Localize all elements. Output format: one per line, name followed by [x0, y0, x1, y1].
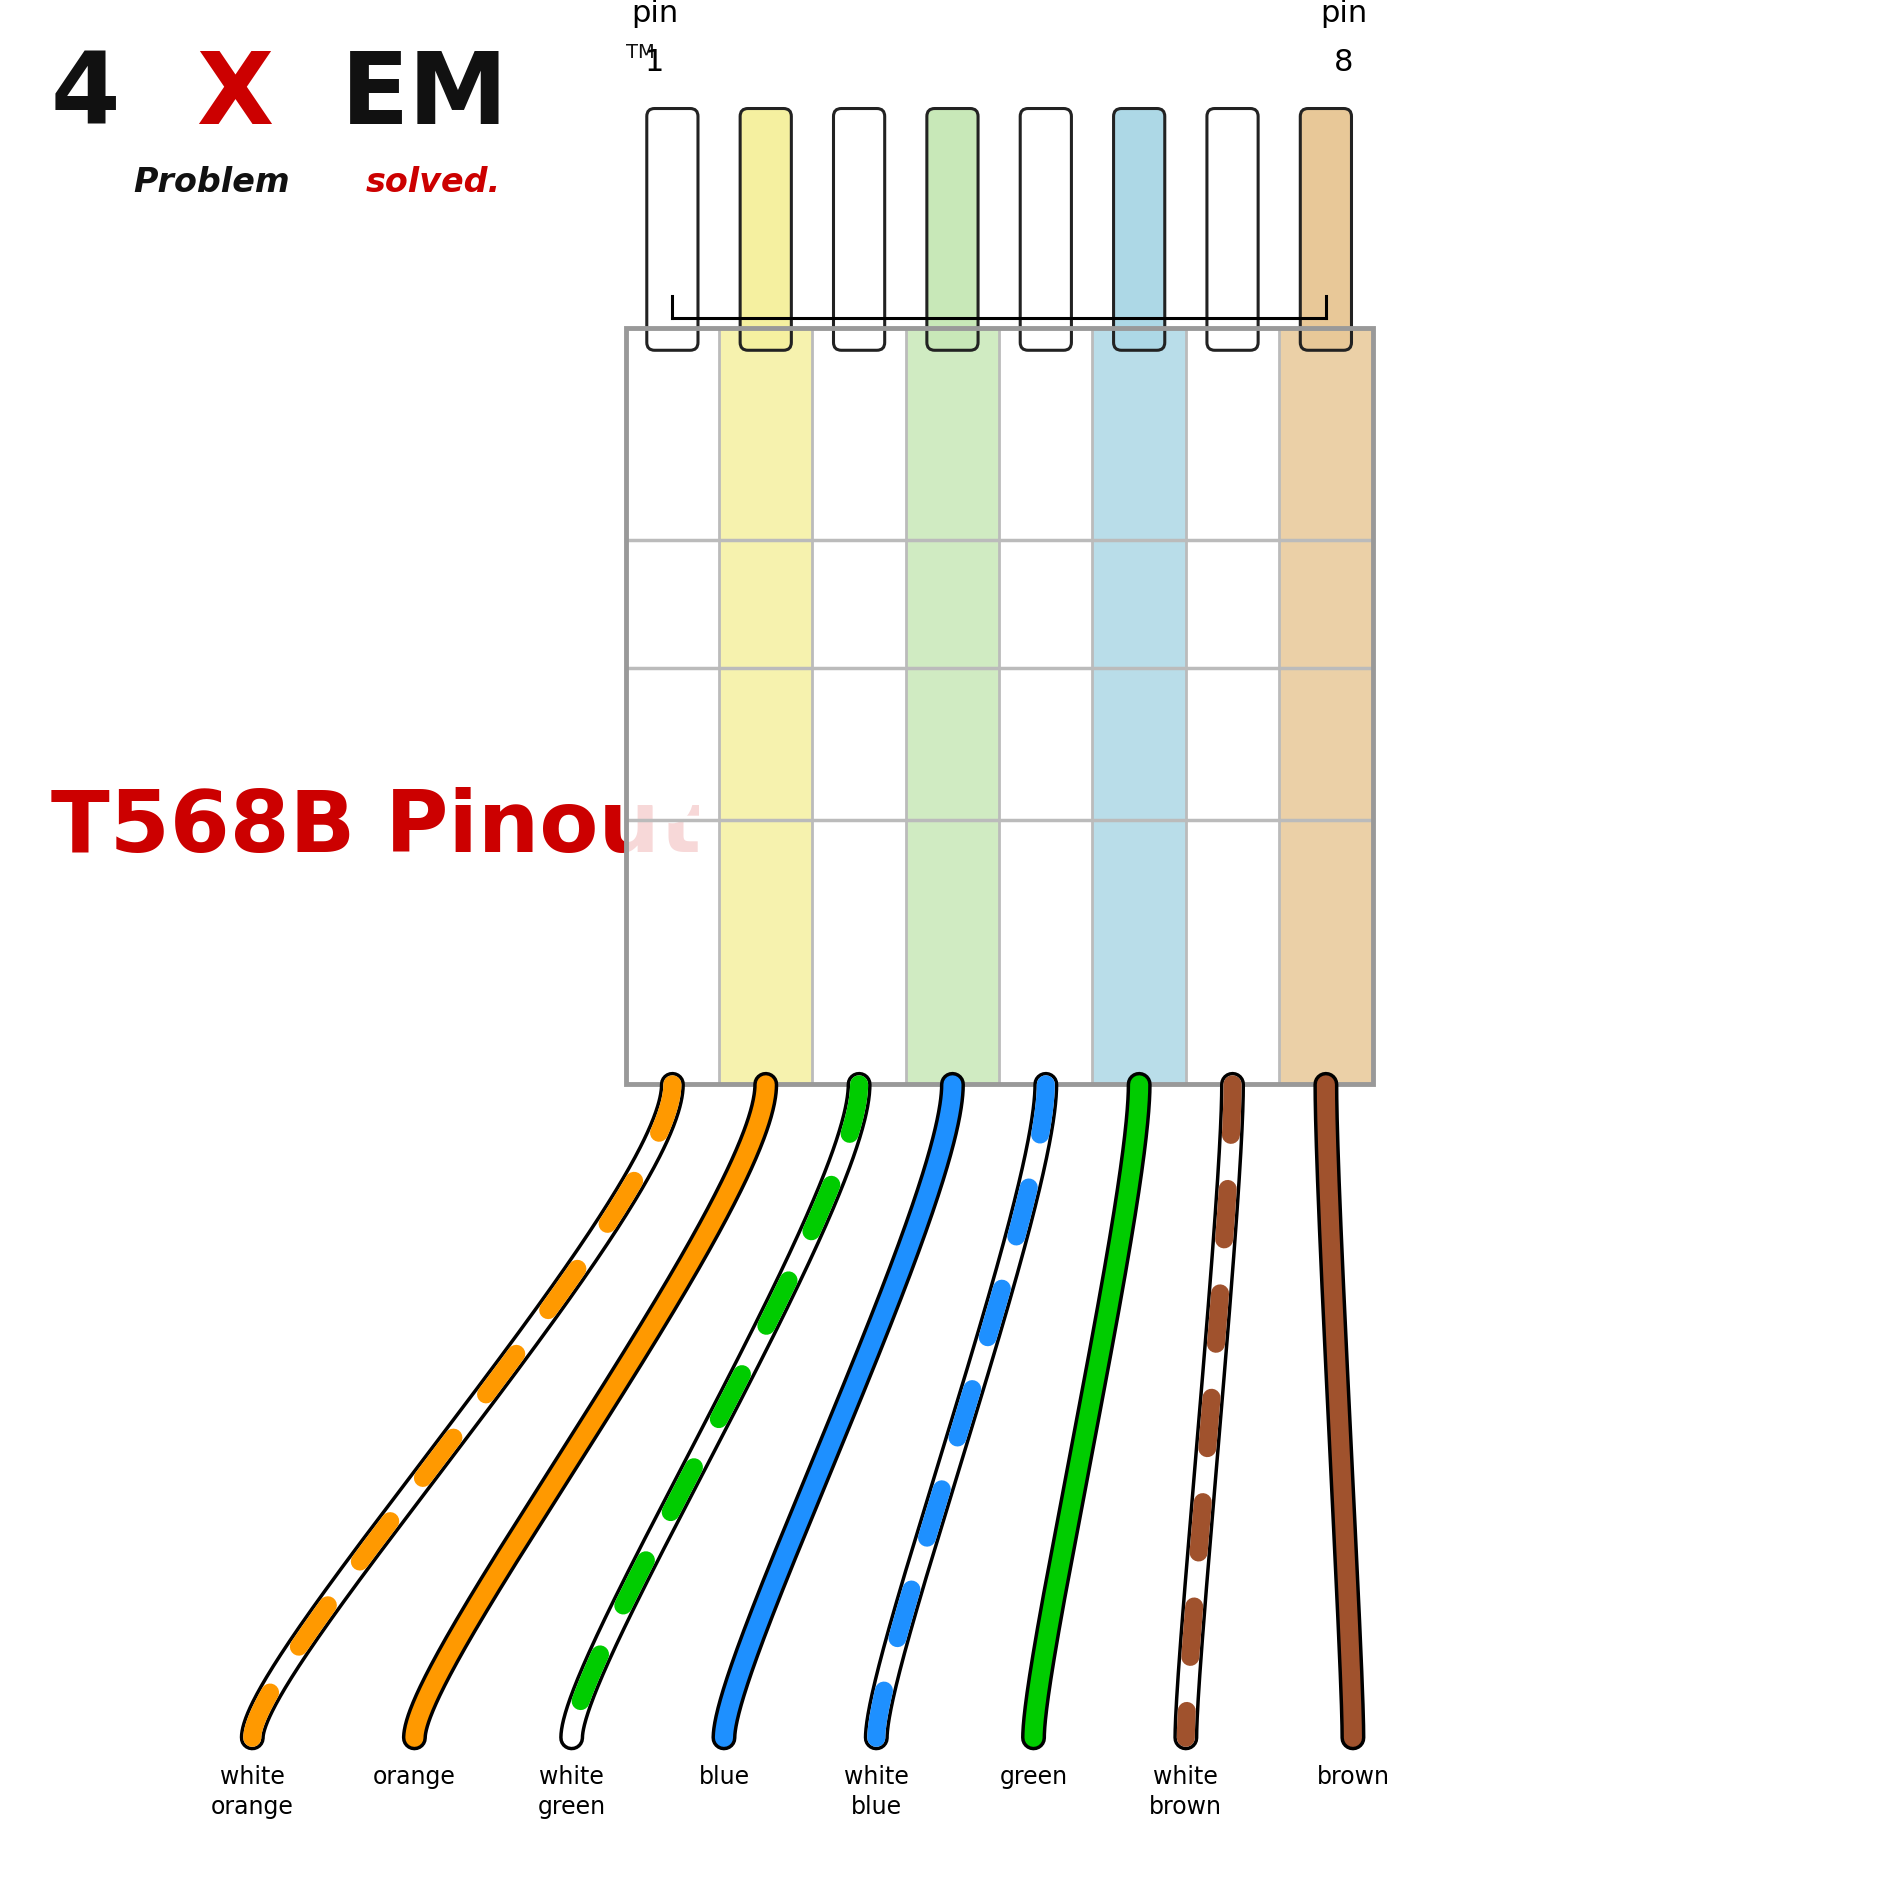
Text: TM: TM	[625, 42, 654, 61]
Ellipse shape	[1212, 376, 1254, 429]
Ellipse shape	[1212, 452, 1254, 505]
Ellipse shape	[838, 650, 880, 703]
FancyBboxPatch shape	[1113, 108, 1165, 350]
Bar	[813, 327, 906, 1085]
Text: 4: 4	[51, 48, 120, 144]
Text: 1: 1	[644, 48, 665, 78]
Ellipse shape	[652, 452, 694, 505]
Text: solved.: solved.	[365, 165, 500, 198]
Ellipse shape	[1212, 922, 1254, 975]
FancyBboxPatch shape	[1206, 108, 1258, 350]
Bar	[1279, 327, 1372, 1085]
Ellipse shape	[1024, 376, 1066, 429]
Bar	[625, 327, 718, 1085]
Bar	[625, 327, 1372, 1085]
Ellipse shape	[838, 543, 880, 597]
Ellipse shape	[1212, 543, 1254, 597]
Ellipse shape	[652, 543, 694, 597]
FancyBboxPatch shape	[834, 108, 885, 350]
Ellipse shape	[1212, 770, 1254, 823]
FancyBboxPatch shape	[741, 108, 790, 350]
FancyBboxPatch shape	[646, 108, 697, 350]
FancyBboxPatch shape	[1020, 108, 1072, 350]
Text: white
green: white green	[538, 1765, 606, 1818]
Bar	[718, 327, 813, 1085]
Ellipse shape	[1212, 650, 1254, 703]
Text: Problem: Problem	[135, 165, 302, 198]
FancyBboxPatch shape	[927, 108, 978, 350]
Ellipse shape	[1024, 922, 1066, 975]
Text: pin: pin	[631, 0, 678, 28]
Bar	[1092, 327, 1186, 1085]
Ellipse shape	[838, 770, 880, 823]
Ellipse shape	[838, 452, 880, 505]
Text: white
brown: white brown	[1150, 1765, 1222, 1818]
Ellipse shape	[838, 376, 880, 429]
Bar	[1186, 327, 1279, 1085]
Ellipse shape	[1024, 543, 1066, 597]
Text: T568B Pinout: T568B Pinout	[51, 787, 701, 870]
FancyBboxPatch shape	[1300, 108, 1351, 350]
Text: white
blue: white blue	[844, 1765, 908, 1818]
Text: green: green	[999, 1765, 1068, 1790]
Ellipse shape	[652, 650, 694, 703]
Text: blue: blue	[699, 1765, 749, 1790]
Text: orange: orange	[372, 1765, 456, 1790]
Ellipse shape	[838, 922, 880, 975]
Text: pin: pin	[1320, 0, 1368, 28]
Bar	[625, 327, 1372, 1085]
Ellipse shape	[1024, 452, 1066, 505]
Text: EM: EM	[340, 48, 509, 144]
Bar	[906, 327, 999, 1085]
Ellipse shape	[1024, 650, 1066, 703]
Text: 8: 8	[1334, 48, 1353, 78]
Ellipse shape	[652, 922, 694, 975]
Text: brown: brown	[1317, 1765, 1389, 1790]
Text: white
orange: white orange	[211, 1765, 294, 1818]
Text: X: X	[196, 48, 274, 144]
Ellipse shape	[652, 376, 694, 429]
Bar	[999, 327, 1092, 1085]
Ellipse shape	[652, 770, 694, 823]
Ellipse shape	[1024, 770, 1066, 823]
